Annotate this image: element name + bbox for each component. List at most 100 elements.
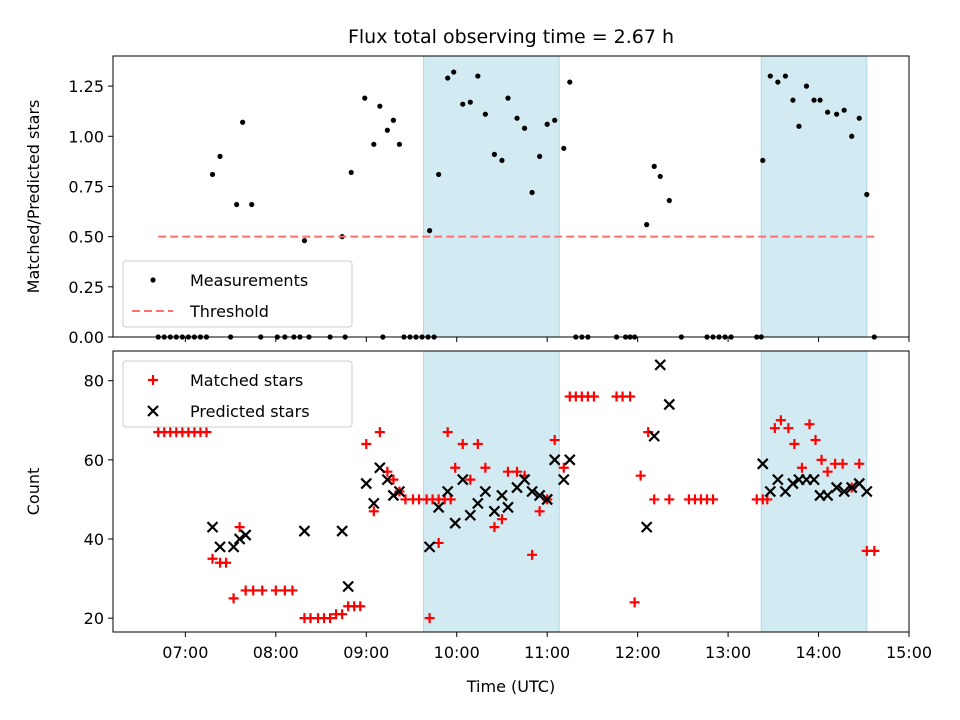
data-point xyxy=(336,525,348,537)
data-point xyxy=(426,228,433,234)
data-point xyxy=(479,485,492,498)
y-tick-label: 1.00 xyxy=(68,127,104,146)
data-point xyxy=(207,553,218,564)
data-point xyxy=(445,494,456,505)
data-point xyxy=(436,171,442,178)
data-point xyxy=(796,462,807,473)
data-point xyxy=(816,454,827,465)
data-point xyxy=(830,481,843,494)
data-point xyxy=(467,99,473,105)
data-point xyxy=(845,481,858,494)
data-point xyxy=(629,597,640,608)
data-point xyxy=(217,153,223,159)
data-point xyxy=(649,494,660,505)
data-point xyxy=(640,521,653,533)
data-point xyxy=(651,163,657,169)
y-tick-label: 60 xyxy=(84,451,104,470)
shaded-region xyxy=(760,55,868,338)
data-point xyxy=(496,489,508,502)
data-point xyxy=(856,115,862,121)
data-point xyxy=(810,435,821,446)
data-point xyxy=(387,489,400,502)
data-point xyxy=(450,462,461,473)
y-tick-label: 80 xyxy=(84,372,104,391)
data-point xyxy=(472,439,483,450)
data-point xyxy=(201,427,212,438)
data-point xyxy=(432,501,445,514)
data-point xyxy=(803,83,810,89)
data-point xyxy=(384,127,390,133)
data-point xyxy=(465,474,476,485)
shaded-region xyxy=(423,55,560,338)
legend-marker xyxy=(147,405,159,417)
data-point xyxy=(664,494,675,505)
data-point xyxy=(533,489,546,502)
data-point xyxy=(424,613,435,624)
data-point xyxy=(790,97,796,103)
data-point xyxy=(374,427,385,438)
data-point xyxy=(355,601,366,612)
data-point xyxy=(644,222,650,228)
data-point xyxy=(537,153,543,159)
series-matched-stars xyxy=(153,391,880,624)
data-point xyxy=(342,580,354,593)
data-point xyxy=(817,97,823,103)
data-point xyxy=(456,473,469,486)
data-point xyxy=(239,529,252,541)
data-point xyxy=(489,522,500,533)
data-point xyxy=(782,73,788,79)
data-point xyxy=(371,141,377,147)
data-point xyxy=(221,557,232,568)
x-tick-label: 09:00 xyxy=(343,643,389,662)
shaded-region xyxy=(423,350,560,633)
data-point xyxy=(588,391,599,402)
data-point xyxy=(557,473,570,486)
data-point xyxy=(457,439,468,450)
data-point xyxy=(769,423,780,434)
panel-2: 20 40 60 80 07:00 08:00 09:00 10:00 11:00 12:00 13… xyxy=(24,350,932,696)
data-point xyxy=(362,95,368,101)
data-point xyxy=(708,494,719,505)
legend-marker xyxy=(148,375,158,385)
data-point xyxy=(564,454,576,466)
data-point xyxy=(234,201,240,208)
data-point xyxy=(561,145,567,151)
data-point xyxy=(654,359,667,371)
data-point xyxy=(808,473,820,486)
data-point xyxy=(301,238,308,244)
data-point xyxy=(549,435,560,446)
data-point xyxy=(534,506,545,517)
data-point xyxy=(663,398,676,411)
data-point xyxy=(775,79,781,85)
data-point xyxy=(760,157,766,163)
data-point xyxy=(360,477,373,490)
data-point xyxy=(337,609,348,620)
data-point xyxy=(325,613,336,624)
x-tick-label: 07:00 xyxy=(162,643,208,662)
data-point xyxy=(764,485,777,498)
legend-label: Threshold xyxy=(189,302,269,321)
data-point xyxy=(841,107,847,113)
x-axis-label: Time (UTC) xyxy=(466,677,555,696)
data-point xyxy=(451,69,457,75)
data-point xyxy=(767,73,773,79)
data-point xyxy=(472,497,484,510)
data-point xyxy=(775,415,786,426)
y-tick-label: 0.50 xyxy=(68,228,104,247)
data-point xyxy=(648,430,660,442)
data-point xyxy=(257,585,268,596)
data-point xyxy=(377,103,383,109)
data-point xyxy=(514,115,520,121)
data-point xyxy=(348,169,354,176)
y-tick-label: 0.00 xyxy=(68,328,104,347)
data-point xyxy=(502,466,513,477)
axes-frame xyxy=(112,350,910,633)
data-point xyxy=(521,125,528,131)
data-point xyxy=(529,189,535,196)
data-point xyxy=(445,75,451,81)
data-point xyxy=(548,454,561,466)
data-point xyxy=(657,173,663,180)
data-point xyxy=(834,111,840,117)
legend-frame xyxy=(122,360,353,428)
